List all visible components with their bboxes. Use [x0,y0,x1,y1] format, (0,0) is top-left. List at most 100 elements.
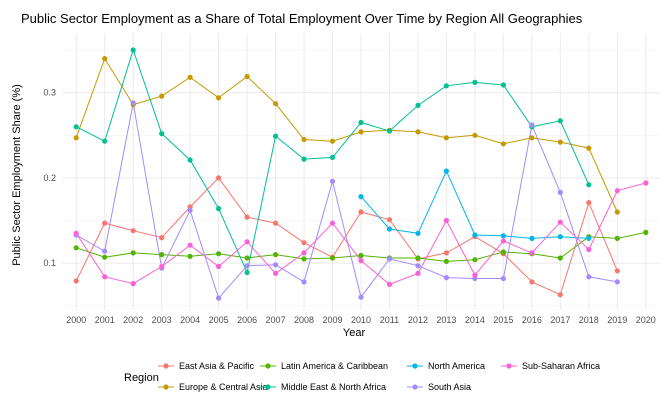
data-point [557,118,563,124]
data-point [443,250,449,256]
data-point [529,135,535,141]
data-point [472,272,478,278]
data-point [273,252,279,258]
legend-label: Middle East & North Africa [281,382,386,392]
data-point [500,141,506,147]
data-point [187,207,193,213]
x-tick-label: 2003 [152,315,172,325]
legend-label: Sub-Saharan Africa [522,361,600,371]
data-point [586,200,592,206]
data-point [216,295,222,301]
data-point [443,83,449,89]
legend-label: Europe & Central Asia [179,382,268,392]
x-tick-label: 2005 [209,315,229,325]
x-axis-title: Year [343,327,366,339]
data-point [415,129,421,135]
data-point [102,248,108,254]
data-point [443,258,449,264]
legend-label: North America [428,361,485,371]
x-tick-label: 2019 [607,315,627,325]
data-point [586,274,592,280]
x-tick-label: 2008 [294,315,314,325]
legend-title: Region [124,372,159,384]
legend-label: Latin America & Caribbean [281,361,388,371]
data-point [329,138,336,144]
x-tick-label: 2000 [66,315,86,325]
data-point [329,178,336,184]
data-point [73,230,79,236]
data-point [273,220,279,226]
data-point [187,242,193,248]
data-point [358,119,364,126]
data-point [102,220,108,226]
data-point [102,138,108,144]
data-point [159,235,165,241]
x-tick-label: 2007 [266,315,286,325]
data-point [614,268,620,274]
data-point [358,129,364,135]
x-tick-label: 2013 [436,315,456,325]
data-point [415,255,421,261]
data-point [415,102,421,108]
data-point [529,250,535,256]
data-point [358,294,364,300]
series-points [73,47,649,301]
y-tick-label: 0.2 [43,173,56,183]
legend-swatch-point [506,363,512,369]
data-point [301,256,307,262]
data-point [443,217,449,224]
legend-swatch-point [412,384,418,390]
data-point [586,246,592,253]
data-point [529,279,535,285]
data-point [443,275,449,281]
data-point [557,189,563,195]
legend-label: East Asia & Pacific [179,361,255,371]
data-point [529,122,535,128]
data-point [386,281,393,287]
data-point [216,206,222,212]
y-tick-label: 0.1 [43,258,56,268]
y-axis-title: Public Sector Employment Share (%) [11,84,23,266]
data-point [500,249,506,255]
data-point [102,274,108,280]
legend-swatch-point [412,363,418,369]
data-point [216,263,222,270]
data-point [329,154,336,160]
x-tick-label: 2002 [123,315,143,325]
data-point [614,235,620,241]
data-point [443,135,449,141]
data-point [614,209,620,215]
grid [62,33,660,310]
data-point [500,275,506,282]
x-tick-label: 2004 [180,315,200,325]
data-point [500,82,506,88]
data-point [159,93,165,99]
data-point [557,292,563,298]
data-point [614,279,620,285]
data-point [472,79,478,85]
data-point [216,95,222,101]
data-point [643,229,649,235]
data-point [244,255,250,261]
data-point [358,258,364,264]
data-point [244,214,250,220]
data-point [614,188,620,194]
data-point [443,168,449,174]
data-point [415,230,421,236]
data-point [244,269,250,276]
data-point [586,182,592,188]
data-point [386,128,393,134]
data-point [130,281,136,287]
data-point [557,255,563,261]
data-point [244,239,250,245]
legend-label: South Asia [428,382,471,392]
data-point [415,263,421,269]
data-point [187,74,193,80]
x-tick-label: 2016 [522,315,542,325]
data-point [415,270,421,276]
data-point [130,228,136,234]
data-point [358,194,364,200]
x-axis-ticks: 2000 2001 2002 2003 2004 2005 2006 2007 2008 2009… [66,315,656,325]
data-point [472,132,478,138]
data-point [472,257,478,263]
